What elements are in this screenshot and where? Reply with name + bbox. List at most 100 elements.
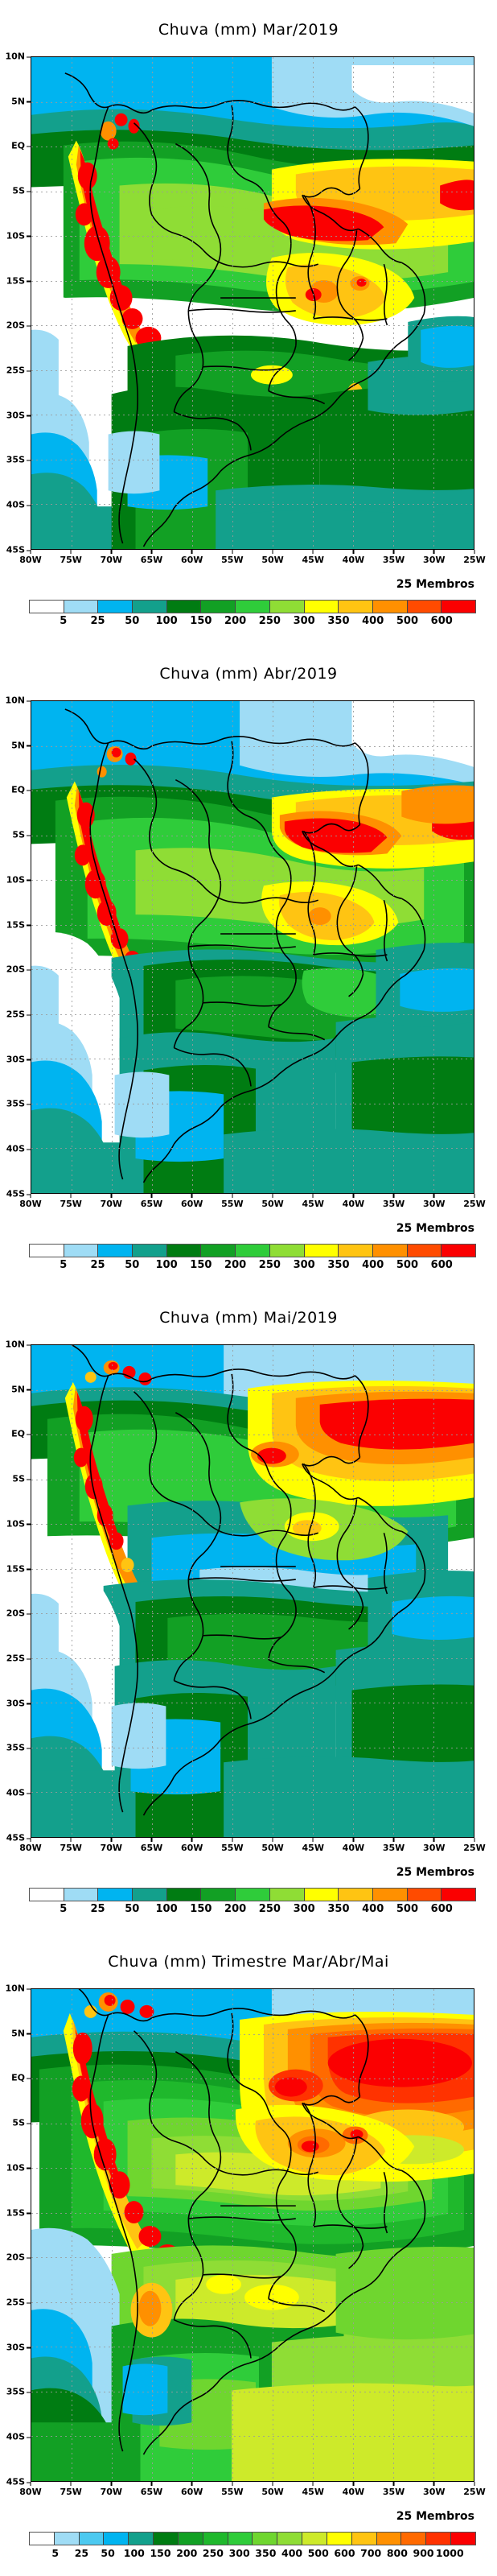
y-tick-2: EQ — [11, 141, 31, 151]
x-tick-9: 35W — [383, 1194, 405, 1209]
x-tick-3: 65W — [141, 1194, 162, 1209]
y-tick-1: 5N — [11, 2028, 31, 2038]
colorbar-tick-5: 200 — [224, 1259, 247, 1271]
y-tick-5: 15S — [6, 275, 31, 286]
y-tick-8: 30S — [6, 1698, 31, 1708]
map-raster-mar — [31, 57, 474, 549]
colorbar-tick-4: 150 — [190, 1259, 212, 1271]
x-tick-6: 50W — [261, 550, 283, 565]
x-tick-10: 30W — [423, 1194, 445, 1209]
y-tick-6: 20S — [6, 964, 31, 975]
x-tick-5: 55W — [221, 550, 243, 565]
colorbar-swatch-7 — [203, 2533, 228, 2545]
y-tick-10: 40S — [6, 1788, 31, 1798]
y-tick-0: 10N — [5, 1340, 31, 1350]
rainfall-field-mai — [31, 1345, 474, 1837]
colorbar-swatch-12 — [327, 2533, 352, 2545]
x-tick-7: 45W — [302, 2482, 324, 2497]
colorbar-swatch-0 — [30, 601, 64, 613]
colorbar-tick-8: 350 — [327, 1903, 350, 1915]
colorbar-tick-8: 350 — [327, 1259, 350, 1271]
colorbar-tick-11: 600 — [334, 2547, 355, 2559]
colorbar-swatch-3 — [133, 601, 167, 613]
y-tick-7: 25S — [6, 1009, 31, 1020]
colorbar-tick-11: 600 — [430, 1259, 453, 1271]
colorbar-swatch-11 — [302, 2533, 327, 2545]
x-tick-4: 60W — [181, 1838, 203, 1853]
map-raster-mai — [31, 1345, 474, 1837]
colorbar-swatch-8 — [304, 601, 339, 613]
colorbar-tick-11: 600 — [430, 615, 453, 627]
colorbar-swatch-0 — [30, 2533, 55, 2545]
colorbar-swatch-9 — [339, 1889, 373, 1901]
colorbar-tick-4: 150 — [190, 1903, 212, 1915]
x-tick-1: 75W — [60, 1194, 81, 1209]
colorbar-swatch-2 — [79, 2533, 105, 2545]
y-tick-9: 35S — [6, 1743, 31, 1753]
colorbar-tick-10: 500 — [396, 1259, 419, 1271]
x-tick-10: 30W — [423, 2482, 445, 2497]
colorbar-tick-10: 500 — [396, 1903, 419, 1915]
y-tick-3: 5S — [12, 186, 31, 196]
x-tick-2: 70W — [101, 1838, 122, 1853]
colorbar-swatch-11 — [407, 1245, 442, 1257]
colorbar-swatch-8 — [304, 1889, 339, 1901]
colorbar-swatch-8 — [304, 1245, 339, 1257]
x-tick-4: 60W — [181, 2482, 203, 2497]
colorbar-tick-3: 100 — [155, 1903, 178, 1915]
y-tick-10: 40S — [6, 2432, 31, 2442]
y-tick-5: 15S — [6, 919, 31, 930]
colorbar-swatch-10 — [372, 1889, 408, 1901]
y-tick-7: 25S — [6, 365, 31, 376]
colorbar-swatch-5 — [201, 601, 236, 613]
colorbar-tick-10: 500 — [396, 615, 419, 627]
colorbar-swatch-9 — [339, 601, 373, 613]
colorbar-tick-4: 150 — [190, 615, 212, 627]
y-tick-8: 30S — [6, 410, 31, 420]
colorbar-swatch-5 — [154, 2533, 179, 2545]
x-tick-4: 60W — [181, 550, 203, 565]
map-frame-trimestre — [31, 1988, 474, 2482]
members-note-abr: 25 Membros — [396, 1222, 474, 1235]
colorbar-tick-6: 250 — [258, 1259, 281, 1271]
colorbar-swatch-6 — [178, 2533, 203, 2545]
colorbar-tick-15: 1000 — [435, 2547, 464, 2559]
y-tick-1: 5N — [11, 740, 31, 750]
x-tick-7: 45W — [302, 550, 324, 565]
x-tick-9: 35W — [383, 550, 405, 565]
y-tick-2: EQ — [11, 2073, 31, 2083]
colorbar-tick-14: 900 — [413, 2547, 434, 2559]
colorbar-swatch-1 — [64, 601, 99, 613]
colorbar-tick-13: 800 — [386, 2547, 408, 2559]
map-container-abr: 10N 5N EQ 5S 10S 15S 20S 25S 30S 35S 40S… — [5, 696, 485, 1210]
colorbar-swatch-4 — [166, 1245, 202, 1257]
colorbar-swatch-9 — [253, 2533, 278, 2545]
y-tick-2: EQ — [11, 785, 31, 795]
colorbar-swatch-7 — [269, 601, 305, 613]
x-tick-8: 40W — [343, 550, 364, 565]
x-tick-6: 50W — [261, 1194, 283, 1209]
colorbar-swatch-3 — [133, 1245, 167, 1257]
colorbar-swatch-2 — [98, 601, 133, 613]
colorbar-swatch-1 — [64, 1889, 99, 1901]
x-tick-0: 80W — [19, 2482, 41, 2497]
x-tick-1: 75W — [60, 2482, 81, 2497]
map-frame-mar — [31, 56, 474, 550]
y-tick-2: EQ — [11, 1429, 31, 1439]
colorbar-swatch-17 — [451, 2533, 475, 2545]
x-tick-0: 80W — [19, 1194, 41, 1209]
colorbar-tick-5: 200 — [224, 1903, 247, 1915]
colorbar-tick-2: 50 — [125, 1259, 140, 1271]
colorbar-swatch-10 — [372, 601, 408, 613]
y-tick-4: 10S — [6, 1518, 31, 1529]
panel-title-mai: Chuva (mm) Mai/2019 — [159, 1309, 338, 1327]
colorbar-swatch-5 — [201, 1889, 236, 1901]
x-tick-10: 30W — [423, 1838, 445, 1853]
colorbar-tick-9: 400 — [362, 615, 384, 627]
x-tick-1: 75W — [60, 1838, 81, 1853]
colorbar-tick-6: 250 — [258, 615, 281, 627]
colorbar-tick-4: 150 — [150, 2547, 171, 2559]
colorbar-swatch-12 — [442, 1889, 475, 1901]
map-frame-mai — [31, 1344, 474, 1838]
x-tick-9: 35W — [383, 2482, 405, 2497]
